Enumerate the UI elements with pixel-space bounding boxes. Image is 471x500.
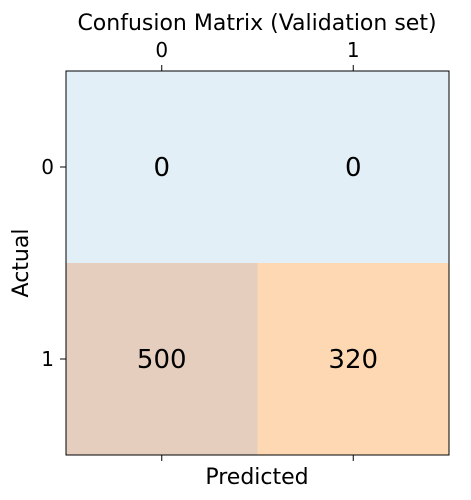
cell-value-1-0: 500 [137, 345, 187, 375]
chart-title: Confusion Matrix (Validation set) [77, 11, 436, 36]
matrix-cell-1-1 [257, 263, 449, 455]
matrix-cells [66, 71, 449, 455]
cell-value-0-0: 0 [153, 153, 170, 183]
matrix-cell-1-0 [66, 263, 258, 455]
x-tick-label-0: 0 [155, 38, 168, 62]
plot-frame [65, 70, 450, 456]
cell-value-1-1: 320 [328, 345, 378, 375]
matrix-cell-0-0 [66, 71, 258, 263]
y-axis-label: Actual [9, 229, 34, 298]
x-axis-label: Predicted [205, 465, 308, 490]
cell-value-0-1: 0 [345, 153, 362, 183]
y-axis-ticks: 01 [41, 155, 66, 371]
x-tick-label-1: 1 [347, 38, 360, 62]
matrix-cell-values: 0 0 500 320 [137, 153, 378, 375]
matrix-cell-0-1 [257, 71, 449, 263]
y-tick-label-0: 0 [41, 155, 54, 179]
y-tick-label-1: 1 [41, 347, 54, 371]
